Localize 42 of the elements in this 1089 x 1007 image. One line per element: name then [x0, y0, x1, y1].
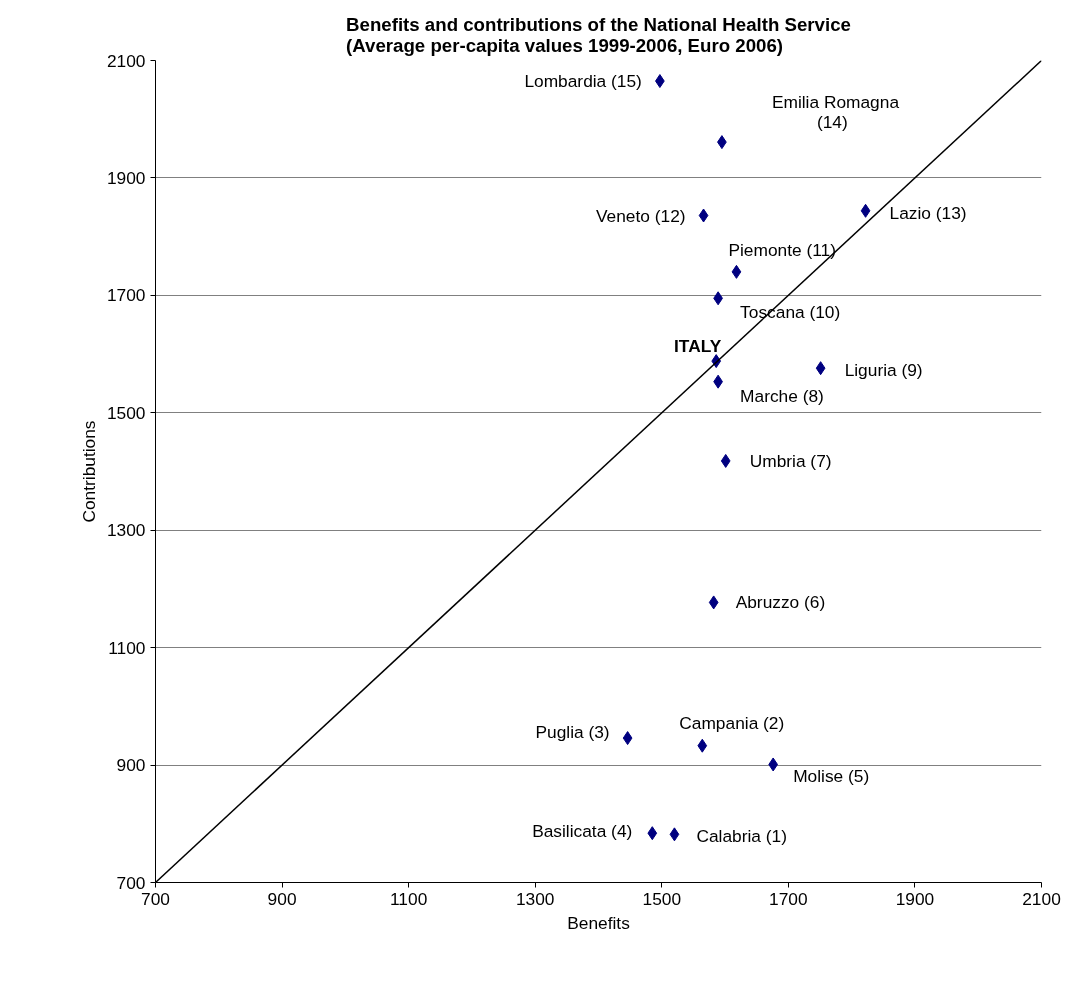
point: [647, 826, 658, 841]
annotation: Calabria (1): [696, 826, 787, 847]
annotation: Liguria (9): [844, 360, 923, 381]
point: [698, 208, 709, 223]
x-tick-label: 1700: [769, 888, 808, 909]
x-tick-label: 900: [267, 888, 297, 909]
chart-title: Benefits and contributions of the National Health Service (Average per-capita values 1999-2006, Euro 2006): [346, 13, 851, 56]
point: [720, 453, 731, 468]
point: [860, 203, 871, 218]
annotation: Molise (5): [793, 766, 870, 787]
point: [669, 827, 680, 842]
annotation: Puglia (3): [535, 722, 610, 743]
x-axis-title: Benefits: [567, 912, 631, 933]
point: [708, 595, 719, 610]
y-tick-label: 900: [116, 755, 146, 776]
point: [697, 738, 708, 753]
y-tick-label: 2100: [106, 50, 146, 71]
annotation: Veneto (12): [595, 205, 686, 226]
annotation: Abruzzo (6): [735, 592, 826, 613]
point: [622, 731, 633, 746]
x-tick-label: 1100: [390, 888, 428, 909]
point: [731, 264, 742, 279]
x-tick-label: 2100: [1022, 888, 1061, 909]
x-tick-label: 1300: [515, 888, 555, 909]
annotation: Basilicata (4): [532, 821, 633, 842]
y-tick-label: 1900: [106, 167, 146, 188]
point: [815, 361, 826, 376]
y-tick-label: 1700: [106, 285, 146, 306]
y-tick-label: 1100: [108, 637, 146, 658]
annotation: Emilia Romagna (14): [771, 92, 900, 133]
y-tick-label: 1300: [106, 520, 146, 541]
annotation: Marche (8): [740, 385, 824, 406]
y-tick-label: 1500: [106, 402, 146, 423]
x-tick-label: 1900: [895, 888, 935, 909]
annotation: Piemonte (11): [728, 239, 837, 260]
x-tick-label: 1500: [642, 888, 682, 909]
annotation: ITALY: [674, 336, 722, 357]
annotation: Umbria (7): [749, 450, 832, 471]
annotation: Campania (2): [679, 712, 785, 733]
annotation: Lombardia (15): [524, 71, 642, 92]
y-axis-title: Contributions: [78, 420, 99, 523]
annotation: Lazio (13): [889, 202, 967, 223]
